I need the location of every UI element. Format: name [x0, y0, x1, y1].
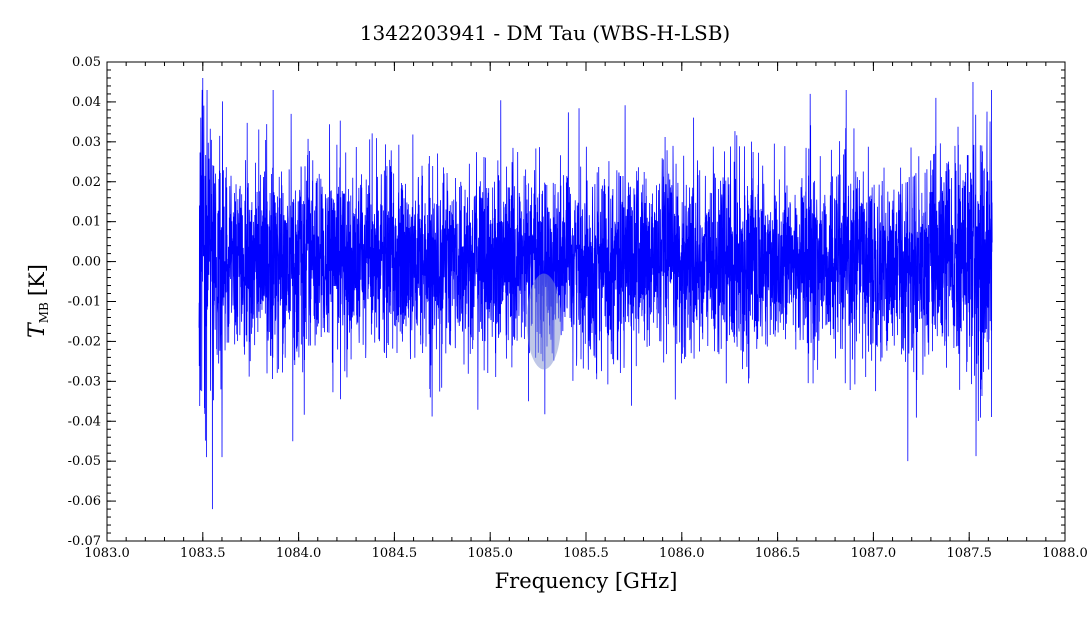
- y-tick-label: -0.05: [68, 454, 101, 469]
- x-tick-label: 1084.0: [276, 546, 322, 561]
- x-tick-label: 1083.5: [180, 546, 226, 561]
- y-tick-label: -0.02: [68, 334, 101, 349]
- series-group: [198, 77, 993, 510]
- y-tick-label: -0.04: [68, 414, 101, 429]
- y-axis-label: TMB [K]: [25, 264, 51, 338]
- x-axis-label: Frequency [GHz]: [495, 569, 678, 593]
- y-axis-label-unit: [K]: [25, 264, 49, 296]
- chart-title: 1342203941 - DM Tau (WBS-H-LSB): [360, 21, 730, 45]
- spectrum-line: [198, 77, 993, 510]
- y-tick-label: 0.04: [72, 95, 101, 110]
- x-tick-label: 1085.0: [467, 546, 513, 561]
- highlight-ellipse: [526, 273, 562, 370]
- y-tick-label: -0.01: [68, 295, 101, 310]
- x-tick-label: 1085.5: [563, 546, 609, 561]
- y-axis-label-subscript: MB: [37, 302, 51, 323]
- x-tick-label: 1086.5: [755, 546, 801, 561]
- y-tick-label: -0.07: [68, 534, 101, 549]
- y-axis-ticks: 0.05 0.04 0.03 0.02 0.01 0.00 -0.01 -0.02 -0.03 -…: [68, 55, 1065, 549]
- x-tick-label: 1087.0: [851, 546, 897, 561]
- y-tick-label: -0.03: [68, 374, 101, 389]
- y-tick-label: -0.06: [68, 494, 101, 509]
- x-tick-label: 1084.5: [372, 546, 418, 561]
- x-tick-label: 1087.5: [946, 546, 992, 561]
- x-tick-label: 1083.0: [84, 546, 130, 561]
- y-tick-label: 0.05: [72, 55, 101, 70]
- y-tick-label: 0.03: [72, 135, 101, 150]
- y-tick-label: 0.01: [72, 215, 101, 230]
- y-tick-label: 0.02: [72, 175, 101, 190]
- y-tick-label: 0.00: [72, 255, 101, 270]
- x-tick-label: 1088.0: [1042, 546, 1088, 561]
- x-tick-label: 1086.0: [659, 546, 705, 561]
- x-axis-ticks: 1083.0 1083.5 1084.0 1084.5 1085.0 1085.5 1086…: [84, 62, 1088, 561]
- y-axis-label-main: T: [25, 321, 50, 338]
